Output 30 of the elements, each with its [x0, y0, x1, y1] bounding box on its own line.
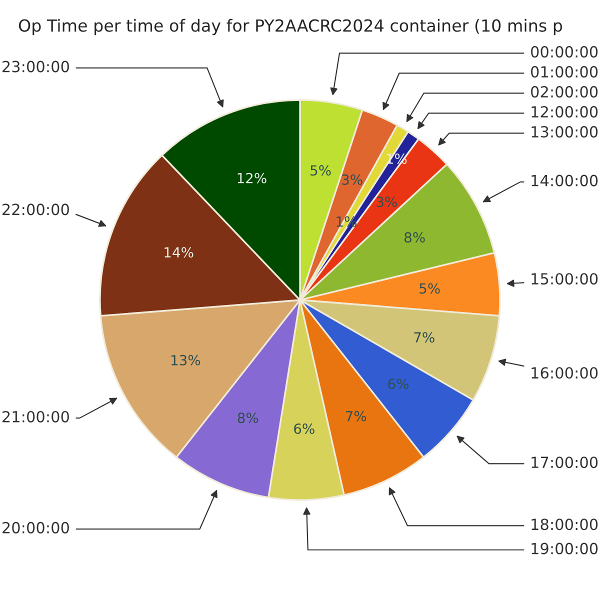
data-label: 6%	[294, 423, 314, 434]
slice-label: 14:00:00	[532, 174, 598, 186]
slice-label: 01:00:00	[531, 66, 598, 78]
data-label: 14%	[164, 247, 194, 258]
slice-label: 15:00:00	[532, 273, 598, 285]
data-label: 6%	[388, 378, 408, 390]
slice-label: 02:00:00	[531, 86, 598, 98]
data-label: 7%	[346, 410, 366, 422]
slice-label: 12:00:00	[532, 106, 598, 118]
slice-label: 16:00:00	[532, 367, 598, 379]
slice-label: 13:00:00	[532, 126, 598, 138]
data-label: 12%	[238, 172, 266, 184]
slice-label: 22:00:00	[2, 204, 69, 216]
data-label: 8%	[404, 232, 425, 243]
data-label: 1%	[336, 216, 356, 227]
data-label: 5%	[310, 165, 331, 176]
slice-label: 21:00:00	[2, 410, 69, 422]
data-label: 3%	[342, 174, 362, 185]
data-label: 7%	[414, 332, 434, 343]
slice-label: 00:00:00	[531, 46, 598, 58]
chart-title: Op Time per time of day for PY2AACRC2024 container (10 mins p	[18, 18, 562, 36]
data-label: 5%	[420, 283, 440, 294]
slice-label: 17:00:00	[532, 456, 598, 468]
slice-label: 23:00:00	[2, 60, 69, 72]
data-label: 13%	[172, 354, 200, 366]
data-label: 3%	[376, 196, 397, 208]
slice-label: 20:00:00	[2, 522, 69, 534]
slice-label: 18:00:00	[532, 518, 598, 530]
data-label: 8%	[238, 412, 258, 424]
slice-label: 19:00:00	[532, 542, 598, 554]
